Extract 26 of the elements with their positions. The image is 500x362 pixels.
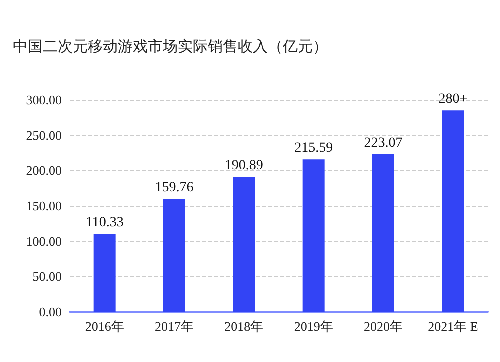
data-label: 223.07: [364, 136, 403, 151]
x-tick-label: 2019年: [294, 319, 334, 334]
bar: [442, 110, 464, 312]
bar: [372, 154, 394, 312]
y-tick-label: 50.00: [32, 269, 62, 284]
data-label: 159.76: [155, 180, 194, 196]
bar: [302, 160, 325, 312]
x-tick-label: 2018年: [224, 319, 264, 334]
y-tick-label: 0.00: [39, 304, 62, 320]
x-tick-label: 2021年 E: [428, 319, 478, 334]
chart-title: 中国二次元移动游戏市场实际销售收入（亿元）: [13, 38, 328, 56]
data-label: 215.59: [294, 141, 334, 156]
bar: [164, 199, 186, 312]
y-tick-label: 100.00: [26, 234, 62, 249]
y-tick-label: 300.00: [26, 92, 62, 108]
data-label: 110.33: [86, 216, 124, 231]
x-tick-label: 2016年: [85, 319, 124, 334]
x-tick-label: 2017年: [155, 319, 194, 334]
y-tick-label: 200.00: [26, 163, 62, 178]
bar: [94, 234, 116, 312]
data-label: 280+: [438, 92, 468, 108]
x-tick-label: 2020年: [364, 319, 403, 334]
y-tick-label: 250.00: [26, 128, 62, 143]
bar: [233, 177, 256, 312]
y-tick-label: 150.00: [26, 198, 62, 214]
data-label: 190.89: [224, 158, 264, 174]
